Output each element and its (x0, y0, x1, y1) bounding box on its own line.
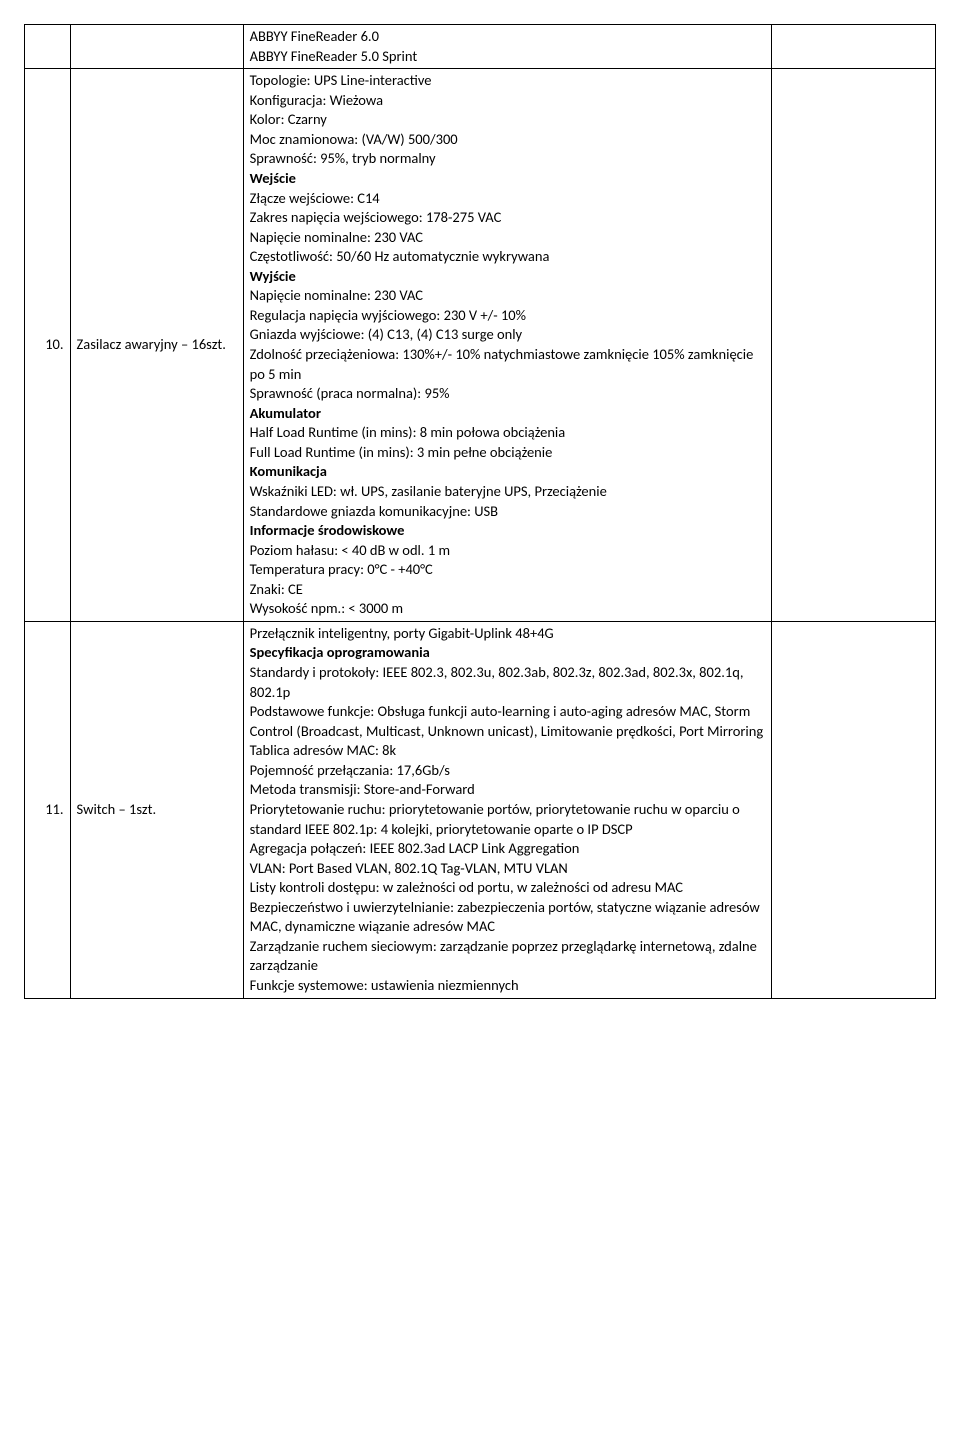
desc-line: Złącze wejściowe: C14 (250, 189, 765, 209)
desc-line: Wejście (250, 169, 765, 189)
desc-line: Pojemność przełączania: 17,6Gb/s (250, 761, 765, 781)
table-row: ABBYY FineReader 6.0ABBYY FineReader 5.0… (25, 25, 936, 69)
desc-line: Kolor: Czarny (250, 110, 765, 130)
desc-line: Funkcje systemowe: ustawienia niezmienny… (250, 976, 765, 996)
row-description: ABBYY FineReader 6.0ABBYY FineReader 5.0… (243, 25, 771, 69)
row-extra (772, 69, 936, 622)
desc-line: Komunikacja (250, 462, 765, 482)
desc-line: Zakres napięcia wejściowego: 178-275 VAC (250, 208, 765, 228)
desc-line: Full Load Runtime (in mins): 3 min pełne… (250, 443, 765, 463)
desc-line: ABBYY FineReader 5.0 Sprint (250, 47, 765, 67)
desc-line: Half Load Runtime (in mins): 8 min połow… (250, 423, 765, 443)
desc-line: Podstawowe funkcje: Obsługa funkcji auto… (250, 702, 765, 741)
desc-line: Konfiguracja: Wieżowa (250, 91, 765, 111)
desc-line: VLAN: Port Based VLAN, 802.1Q Tag-VLAN, … (250, 859, 765, 879)
desc-line: Listy kontroli dostępu: w zależności od … (250, 878, 765, 898)
desc-line: Temperatura pracy: 0°C - +40°C (250, 560, 765, 580)
desc-line: Sprawność: 95%, tryb normalny (250, 149, 765, 169)
desc-line: Zdolność przeciążeniowa: 130%+/- 10% nat… (250, 345, 765, 384)
desc-line: Moc znamionowa: (VA/W) 500/300 (250, 130, 765, 150)
desc-line: Priorytetowanie ruchu: priorytetowanie p… (250, 800, 765, 839)
row-name: Zasilacz awaryjny – 16szt. (70, 69, 243, 622)
desc-line: Sprawność (praca normalna): 95% (250, 384, 765, 404)
desc-line: Metoda transmisji: Store-and-Forward (250, 780, 765, 800)
desc-line: Akumulator (250, 404, 765, 424)
desc-line: Wskaźniki LED: wł. UPS, zasilanie batery… (250, 482, 765, 502)
desc-line: Napięcie nominalne: 230 VAC (250, 286, 765, 306)
row-description: Przełącznik inteligentny, porty Gigabit-… (243, 621, 771, 998)
row-number: 11. (25, 621, 71, 998)
desc-line: Agregacja połączeń: IEEE 802.3ad LACP Li… (250, 839, 765, 859)
desc-line: ABBYY FineReader 6.0 (250, 27, 765, 47)
desc-line: Poziom hałasu: < 40 dB w odl. 1 m (250, 541, 765, 561)
row-extra (772, 25, 936, 69)
spec-table: ABBYY FineReader 6.0ABBYY FineReader 5.0… (24, 24, 936, 999)
desc-line: Tablica adresów MAC: 8k (250, 741, 765, 761)
row-number: 10. (25, 69, 71, 622)
desc-line: Częstotliwość: 50/60 Hz automatycznie wy… (250, 247, 765, 267)
desc-line: Regulacja napięcia wyjściowego: 230 V +/… (250, 306, 765, 326)
row-description: Topologie: UPS Line-interactiveKonfigura… (243, 69, 771, 622)
table-row: 10.Zasilacz awaryjny – 16szt.Topologie: … (25, 69, 936, 622)
row-extra (772, 621, 936, 998)
row-number (25, 25, 71, 69)
row-name (70, 25, 243, 69)
desc-line: Zarządzanie ruchem sieciowym: zarządzani… (250, 937, 765, 976)
desc-line: Bezpieczeństwo i uwierzytelnianie: zabez… (250, 898, 765, 937)
desc-line: Przełącznik inteligentny, porty Gigabit-… (250, 624, 765, 644)
desc-line: Gniazda wyjściowe: (4) C13, (4) C13 surg… (250, 325, 765, 345)
row-name: Switch – 1szt. (70, 621, 243, 998)
desc-line: Specyfikacja oprogramowania (250, 643, 765, 663)
desc-line: Wysokość npm.: < 3000 m (250, 599, 765, 619)
desc-line: Standardy i protokoły: IEEE 802.3, 802.3… (250, 663, 765, 702)
desc-line: Znaki: CE (250, 580, 765, 600)
table-row: 11.Switch – 1szt. Przełącznik inteligentn… (25, 621, 936, 998)
desc-line: Informacje środowiskowe (250, 521, 765, 541)
desc-line: Napięcie nominalne: 230 VAC (250, 228, 765, 248)
desc-line: Wyjście (250, 267, 765, 287)
desc-line: Standardowe gniazda komunikacyjne: USB (250, 502, 765, 522)
desc-line: Topologie: UPS Line-interactive (250, 71, 765, 91)
